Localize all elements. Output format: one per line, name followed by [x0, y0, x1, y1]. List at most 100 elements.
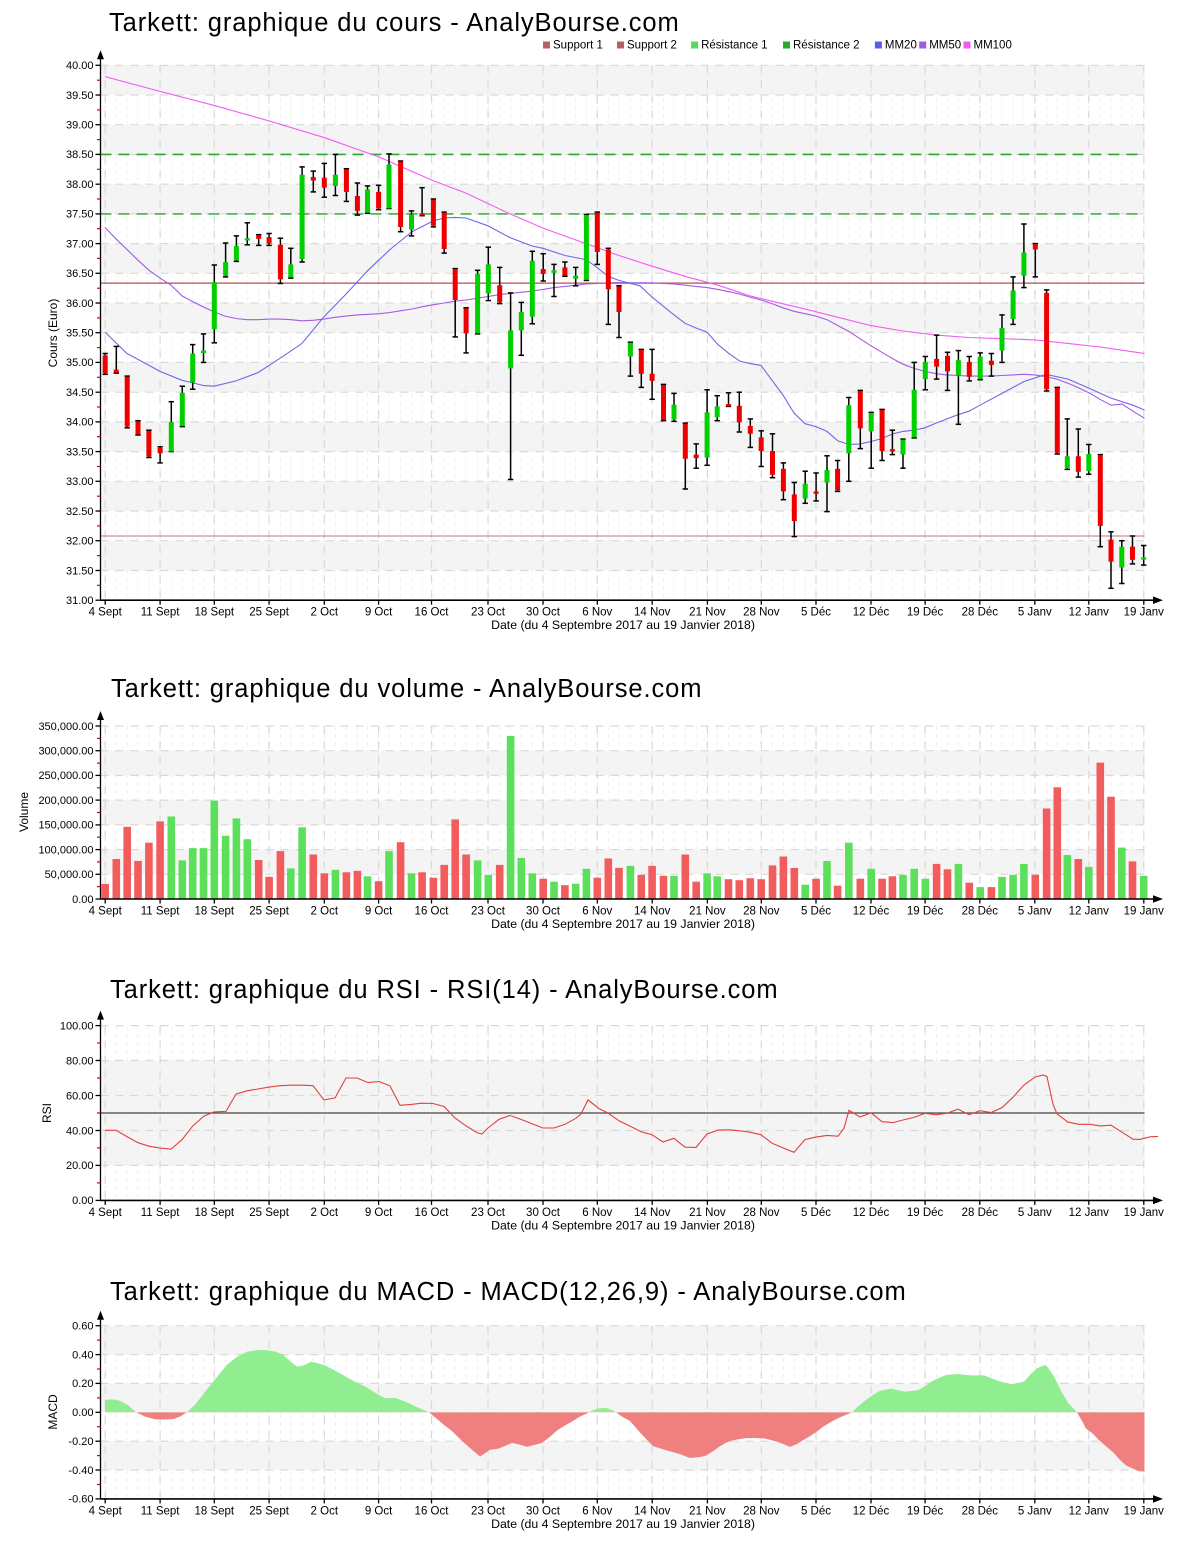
- svg-text:38.50: 38.50: [66, 149, 94, 161]
- svg-text:Date (du 4 Septembre 2017 au 1: Date (du 4 Septembre 2017 au 19 Janvier …: [491, 618, 755, 632]
- svg-text:19 Déc: 19 Déc: [907, 607, 944, 619]
- svg-text:0.40: 0.40: [72, 1349, 93, 1361]
- svg-text:21 Nov: 21 Nov: [689, 607, 726, 619]
- svg-text:32.00: 32.00: [66, 536, 94, 548]
- svg-text:36.50: 36.50: [66, 268, 94, 280]
- svg-text:16 Oct: 16 Oct: [415, 607, 450, 619]
- svg-text:5 Janv: 5 Janv: [1018, 1207, 1052, 1219]
- svg-text:14 Nov: 14 Nov: [634, 1207, 671, 1219]
- svg-text:0.00: 0.00: [72, 894, 93, 906]
- svg-text:32.50: 32.50: [66, 506, 94, 518]
- svg-text:2 Oct: 2 Oct: [311, 906, 339, 918]
- svg-text:14 Nov: 14 Nov: [634, 607, 671, 619]
- svg-text:RSI: RSI: [40, 1103, 54, 1123]
- svg-text:0.00: 0.00: [72, 1407, 93, 1419]
- svg-text:4 Sept: 4 Sept: [89, 607, 123, 619]
- svg-text:14 Nov: 14 Nov: [634, 906, 671, 918]
- svg-text:9 Oct: 9 Oct: [365, 1505, 393, 1517]
- svg-text:39.00: 39.00: [66, 120, 94, 132]
- svg-text:12 Janv: 12 Janv: [1069, 1207, 1110, 1219]
- svg-text:9 Oct: 9 Oct: [365, 906, 393, 918]
- svg-text:150,000.00: 150,000.00: [38, 820, 93, 832]
- svg-text:23 Oct: 23 Oct: [471, 906, 506, 918]
- svg-text:2 Oct: 2 Oct: [311, 1505, 339, 1517]
- svg-text:MACD: MACD: [46, 1394, 60, 1430]
- svg-text:40.00: 40.00: [66, 60, 94, 72]
- svg-text:12 Janv: 12 Janv: [1069, 1505, 1110, 1517]
- svg-text:MM100: MM100: [974, 40, 1012, 52]
- svg-text:60.00: 60.00: [66, 1090, 94, 1102]
- svg-text:39.50: 39.50: [66, 90, 94, 102]
- svg-text:19 Janv: 19 Janv: [1124, 906, 1165, 918]
- svg-text:16 Oct: 16 Oct: [415, 906, 450, 918]
- svg-text:12 Janv: 12 Janv: [1069, 607, 1110, 619]
- svg-text:-0.20: -0.20: [68, 1436, 93, 1448]
- svg-text:21 Nov: 21 Nov: [689, 906, 726, 918]
- svg-text:30 Oct: 30 Oct: [526, 607, 561, 619]
- svg-text:100.00: 100.00: [60, 1020, 94, 1032]
- svg-text:25 Sept: 25 Sept: [249, 1505, 289, 1517]
- svg-text:Date (du 4 Septembre 2017 au 1: Date (du 4 Septembre 2017 au 19 Janvier …: [491, 1218, 755, 1232]
- svg-text:12 Déc: 12 Déc: [853, 906, 890, 918]
- svg-text:11 Sept: 11 Sept: [141, 1207, 181, 1219]
- svg-text:5 Déc: 5 Déc: [801, 1505, 831, 1517]
- svg-text:30 Oct: 30 Oct: [526, 1505, 561, 1517]
- svg-text:4 Sept: 4 Sept: [89, 906, 123, 918]
- svg-text:21 Nov: 21 Nov: [689, 1207, 726, 1219]
- svg-text:Date (du 4 Septembre 2017 au 1: Date (du 4 Septembre 2017 au 19 Janvier …: [491, 917, 755, 931]
- svg-text:40.00: 40.00: [66, 1125, 94, 1137]
- svg-text:35.50: 35.50: [66, 328, 94, 340]
- svg-text:28 Nov: 28 Nov: [743, 1505, 780, 1517]
- svg-text:5 Déc: 5 Déc: [801, 607, 831, 619]
- svg-text:6 Nov: 6 Nov: [582, 1505, 612, 1517]
- svg-text:28 Déc: 28 Déc: [962, 1505, 999, 1517]
- svg-text:33.00: 33.00: [66, 476, 94, 488]
- svg-text:0.60: 0.60: [72, 1321, 93, 1333]
- svg-text:19 Janv: 19 Janv: [1124, 607, 1165, 619]
- svg-text:-0.60: -0.60: [68, 1494, 93, 1506]
- svg-text:MM50: MM50: [929, 40, 961, 52]
- svg-text:6 Nov: 6 Nov: [582, 607, 612, 619]
- svg-text:12 Déc: 12 Déc: [853, 1505, 890, 1517]
- svg-text:Tarkett: graphique du MACD - M: Tarkett: graphique du MACD - MACD(12,26,…: [110, 1278, 907, 1306]
- svg-text:200,000.00: 200,000.00: [38, 795, 93, 807]
- svg-text:33.50: 33.50: [66, 446, 94, 458]
- svg-text:28 Déc: 28 Déc: [962, 906, 999, 918]
- svg-text:Tarkett: graphique du cours -: Tarkett: graphique du cours - AnalyBours…: [109, 9, 680, 37]
- svg-text:38.00: 38.00: [66, 179, 94, 191]
- svg-text:300,000.00: 300,000.00: [38, 746, 93, 758]
- svg-text:Cours (Euro): Cours (Euro): [46, 299, 60, 368]
- svg-text:28 Nov: 28 Nov: [743, 1207, 780, 1219]
- svg-text:34.50: 34.50: [66, 387, 94, 399]
- svg-text:Volume: Volume: [17, 792, 31, 832]
- svg-text:9 Oct: 9 Oct: [365, 607, 393, 619]
- svg-text:350,000.00: 350,000.00: [38, 721, 93, 733]
- svg-text:16 Oct: 16 Oct: [415, 1505, 450, 1517]
- svg-text:19 Janv: 19 Janv: [1124, 1505, 1165, 1517]
- svg-text:19 Déc: 19 Déc: [907, 1505, 944, 1517]
- svg-text:28 Déc: 28 Déc: [962, 1207, 999, 1219]
- svg-text:18 Sept: 18 Sept: [194, 906, 234, 918]
- svg-text:0.00: 0.00: [72, 1195, 93, 1207]
- svg-text:37.00: 37.00: [66, 238, 94, 250]
- svg-text:80.00: 80.00: [66, 1055, 94, 1067]
- svg-text:-0.40: -0.40: [68, 1465, 93, 1477]
- svg-text:Tarkett: graphique du volume -: Tarkett: graphique du volume - AnalyBour…: [111, 675, 702, 703]
- svg-text:23 Oct: 23 Oct: [471, 1207, 506, 1219]
- svg-text:Tarkett: graphique du RSI - RS: Tarkett: graphique du RSI - RSI(14) - An…: [110, 976, 778, 1004]
- svg-text:12 Déc: 12 Déc: [853, 1207, 890, 1219]
- svg-text:23 Oct: 23 Oct: [471, 1505, 506, 1517]
- svg-text:4 Sept: 4 Sept: [89, 1505, 123, 1517]
- svg-text:MM20: MM20: [885, 40, 917, 52]
- svg-text:5 Janv: 5 Janv: [1018, 1505, 1052, 1517]
- svg-text:31.50: 31.50: [66, 565, 94, 577]
- svg-text:0.20: 0.20: [72, 1378, 93, 1390]
- svg-text:30 Oct: 30 Oct: [526, 1207, 561, 1219]
- svg-text:6 Nov: 6 Nov: [582, 906, 612, 918]
- svg-text:12 Janv: 12 Janv: [1069, 906, 1110, 918]
- svg-text:34.00: 34.00: [66, 417, 94, 429]
- svg-text:2 Oct: 2 Oct: [311, 607, 339, 619]
- svg-text:9 Oct: 9 Oct: [365, 1207, 393, 1219]
- svg-text:14 Nov: 14 Nov: [634, 1505, 671, 1517]
- svg-text:28 Nov: 28 Nov: [743, 906, 780, 918]
